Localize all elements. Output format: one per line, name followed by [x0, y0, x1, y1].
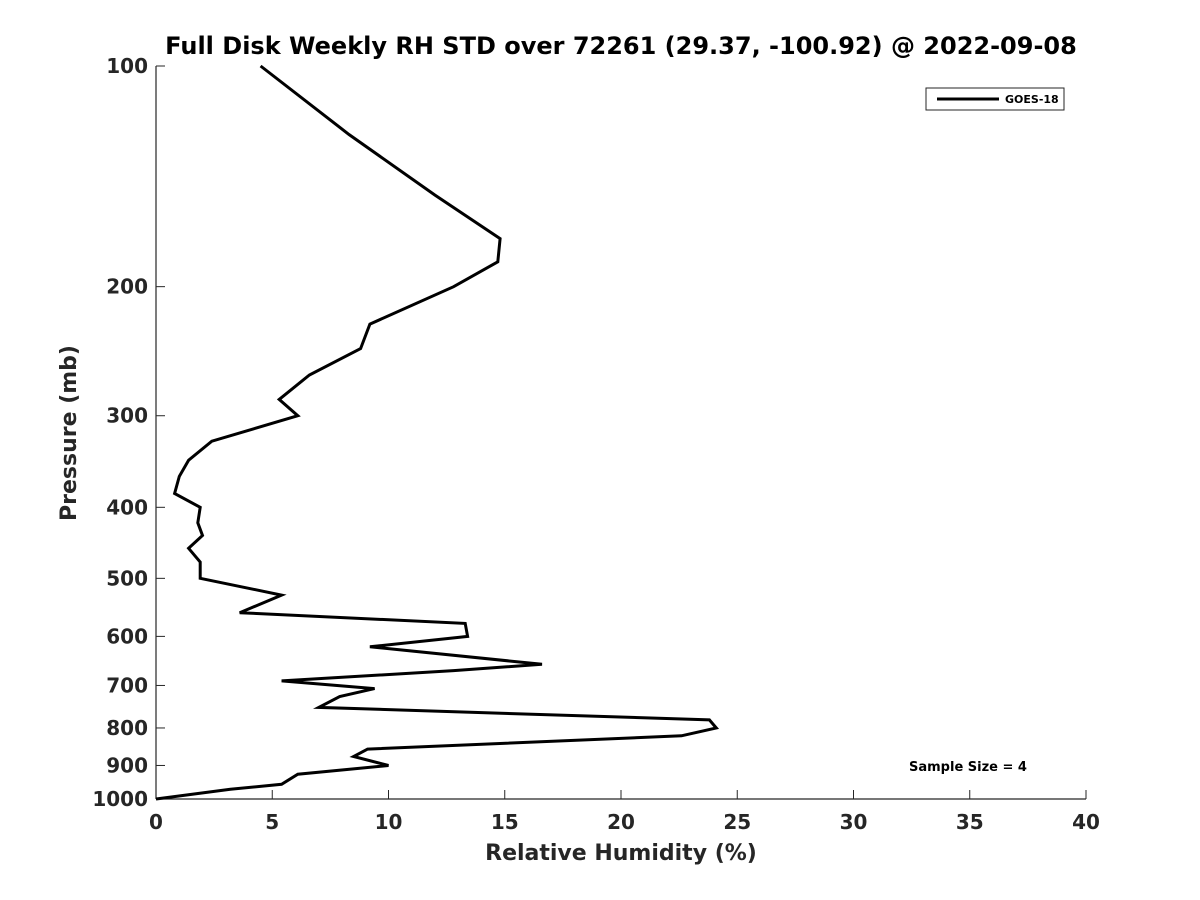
series-layer — [155, 64, 720, 801]
x-tick-label: 0 — [149, 810, 163, 834]
legend: GOES-18 — [925, 87, 1065, 111]
x-tick-label: 5 — [265, 810, 279, 834]
y-tick-label: 800 — [106, 716, 148, 740]
y-tick-label: 500 — [106, 566, 148, 590]
y-tick-label: 400 — [106, 495, 148, 519]
y-tick-label: 1000 — [92, 787, 148, 811]
sample-size-annotation: Sample Size = 4 — [909, 760, 1027, 775]
x-ticks: 0 5 10 15 20 25 30 35 40 — [149, 790, 1100, 834]
x-tick-label: 30 — [840, 810, 868, 834]
x-tick-label: 15 — [491, 810, 519, 834]
x-axis-label: Relative Humidity (%) — [485, 841, 757, 866]
series-line-goes-18 — [155, 64, 720, 801]
x-tick-label: 20 — [607, 810, 635, 834]
x-tick-label: 25 — [723, 810, 751, 834]
plot-area: 0 5 10 15 20 25 30 35 40 100 200 300 400 500 600 700 80… — [92, 54, 1100, 834]
y-tick-label: 100 — [106, 54, 148, 78]
y-tick-label: 900 — [106, 753, 148, 777]
y-axis-label: Pressure (mb) — [57, 345, 82, 521]
y-tick-label: 700 — [106, 673, 148, 697]
legend-label-goes-18: GOES-18 — [1005, 93, 1059, 106]
y-ticks: 100 200 300 400 500 600 700 800 900 1000 — [92, 54, 165, 811]
x-tick-label: 10 — [375, 810, 403, 834]
y-tick-label: 600 — [106, 624, 148, 648]
y-tick-label: 300 — [106, 404, 148, 428]
chart-title: Full Disk Weekly RH STD over 72261 (29.3… — [165, 32, 1077, 60]
y-tick-label: 200 — [106, 275, 148, 299]
x-tick-label: 40 — [1072, 810, 1100, 834]
x-tick-label: 35 — [956, 810, 984, 834]
